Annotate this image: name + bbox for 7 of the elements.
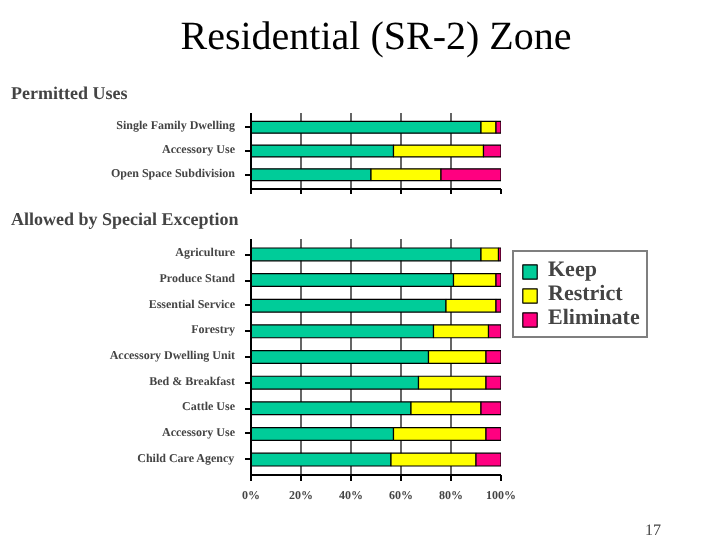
text: Permitted Uses xyxy=(11,83,129,103)
chart-title: Residential (SR-2) Zone xyxy=(180,15,572,59)
chart-title: Allowed by Special Exception xyxy=(11,209,239,229)
legend-label: Eliminate xyxy=(548,306,640,330)
text: 17 xyxy=(645,521,661,539)
legend-label: Keep xyxy=(548,258,597,282)
legend-label: Restrict xyxy=(548,282,623,306)
